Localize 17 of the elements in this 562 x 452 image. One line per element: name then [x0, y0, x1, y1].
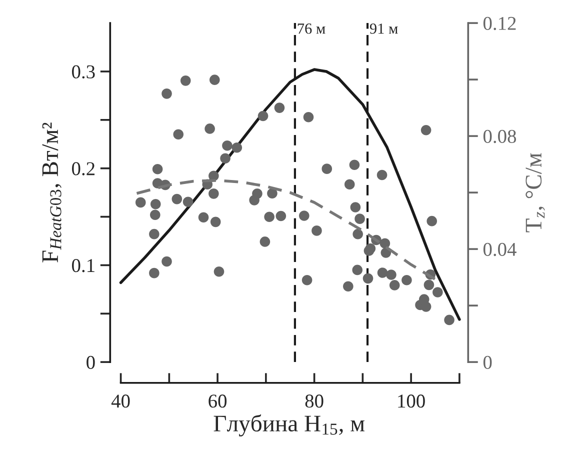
ref-line-label: 76 м	[298, 24, 326, 34]
y2-tick-label: 0.08	[483, 130, 516, 144]
ref-line-label: 91 м	[370, 24, 398, 34]
y-tick-label: 0	[86, 356, 95, 369]
y-tick-label: 0.3	[72, 65, 95, 79]
x-axis-title: Глубина H$_{15}$, м	[214, 414, 365, 436]
y2-tick-label: 0	[483, 356, 492, 369]
y2-tick-label: 0.04	[483, 242, 516, 256]
x-tick-label: 100	[398, 394, 425, 408]
x-tick-label: 40	[111, 394, 130, 408]
x-tick-label: 80	[305, 394, 324, 408]
y-tick-label: 0.1	[72, 259, 94, 272]
y2-tick-label: 0.12	[483, 16, 516, 30]
y2-axis-title: T$_{z}$, °C/м	[526, 153, 545, 232]
y-axis-title: F$_{HeatG03}$, Вт/м²	[42, 122, 62, 262]
x-tick-label: 60	[208, 394, 227, 408]
y-tick-label: 0.2	[72, 162, 94, 176]
